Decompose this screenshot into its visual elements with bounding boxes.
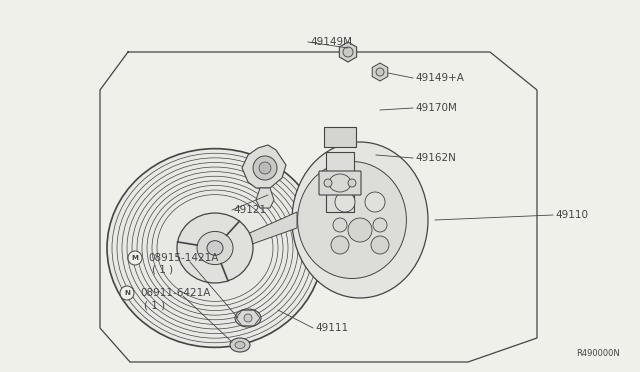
Circle shape xyxy=(120,286,134,300)
Text: 49111: 49111 xyxy=(315,323,348,333)
Circle shape xyxy=(324,179,332,187)
Ellipse shape xyxy=(230,338,250,352)
Text: 49170M: 49170M xyxy=(415,103,457,113)
FancyBboxPatch shape xyxy=(324,127,356,147)
Ellipse shape xyxy=(298,161,406,279)
Text: 08911-6421A: 08911-6421A xyxy=(140,288,211,298)
Text: ( 1 ): ( 1 ) xyxy=(144,300,165,310)
Polygon shape xyxy=(256,188,274,208)
Ellipse shape xyxy=(335,192,355,212)
Circle shape xyxy=(128,251,142,265)
Ellipse shape xyxy=(365,192,385,212)
Ellipse shape xyxy=(331,236,349,254)
Ellipse shape xyxy=(235,309,261,327)
Text: R490000N: R490000N xyxy=(576,349,620,358)
FancyBboxPatch shape xyxy=(326,152,354,212)
Ellipse shape xyxy=(235,341,245,349)
Polygon shape xyxy=(242,145,286,188)
Ellipse shape xyxy=(107,149,323,347)
Polygon shape xyxy=(339,42,356,62)
Ellipse shape xyxy=(197,231,233,264)
Ellipse shape xyxy=(177,213,253,283)
Ellipse shape xyxy=(333,218,347,232)
Text: N: N xyxy=(124,290,130,296)
Circle shape xyxy=(244,314,252,322)
Circle shape xyxy=(348,179,356,187)
Circle shape xyxy=(343,47,353,57)
Text: 49149+A: 49149+A xyxy=(415,73,464,83)
Text: 08915-1421A: 08915-1421A xyxy=(148,253,218,263)
Polygon shape xyxy=(227,212,297,253)
Text: M: M xyxy=(132,255,138,261)
Polygon shape xyxy=(372,63,388,81)
Text: 49162N: 49162N xyxy=(415,153,456,163)
Ellipse shape xyxy=(292,142,428,298)
Ellipse shape xyxy=(373,218,387,232)
Ellipse shape xyxy=(207,241,223,255)
Circle shape xyxy=(376,68,384,76)
Text: 49110: 49110 xyxy=(555,210,588,220)
Text: ( 1 ): ( 1 ) xyxy=(152,265,173,275)
Text: 49149M: 49149M xyxy=(310,37,352,47)
Circle shape xyxy=(253,156,277,180)
Text: 49121: 49121 xyxy=(233,205,266,215)
FancyBboxPatch shape xyxy=(319,171,361,195)
Circle shape xyxy=(259,162,271,174)
Ellipse shape xyxy=(348,218,372,242)
Ellipse shape xyxy=(371,236,389,254)
